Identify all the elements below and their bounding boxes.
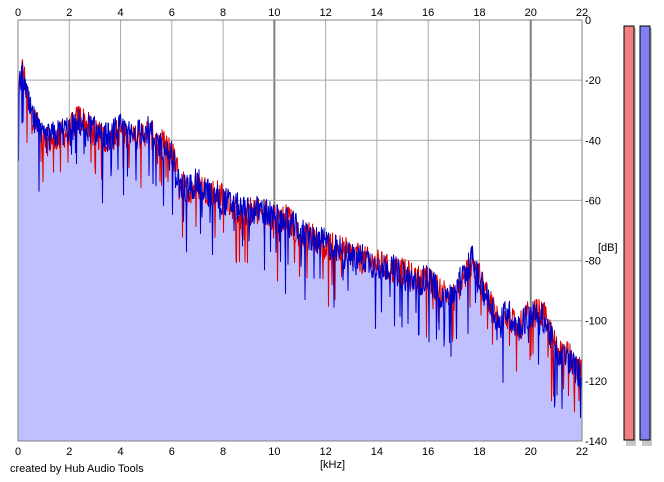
y-tick-label: -60 — [585, 195, 601, 207]
y-tick-label: -100 — [585, 316, 607, 328]
x-tick-label-top: 0 — [15, 7, 21, 19]
x-tick-label-bottom: 2 — [66, 446, 72, 458]
y-tick-label: -140 — [585, 436, 607, 448]
series-lines — [17, 59, 583, 419]
y-axis-label: [dB] — [598, 242, 618, 254]
x-tick-label-top: 16 — [422, 7, 434, 19]
y-tick-label: -40 — [585, 135, 601, 147]
x-tick-label-bottom: 10 — [268, 446, 280, 458]
credit-text: created by Hub Audio Tools — [10, 463, 144, 475]
x-tick-label-top: 8 — [220, 7, 226, 19]
x-tick-label-bottom: 8 — [220, 446, 226, 458]
x-tick-label-bottom: 12 — [320, 446, 332, 458]
level-meter-bar — [639, 25, 651, 441]
x-tick-label-bottom: 0 — [15, 446, 21, 458]
x-tick-label-bottom: 16 — [422, 446, 434, 458]
level-meters — [623, 25, 652, 446]
x-tick-label-bottom: 14 — [371, 446, 383, 458]
x-tick-label-bottom: 18 — [473, 446, 485, 458]
x-tick-label-top: 2 — [66, 7, 72, 19]
x-tick-label-top: 14 — [371, 7, 383, 19]
x-tick-label-top: 20 — [525, 7, 537, 19]
x-tick-label-top: 22 — [576, 7, 588, 19]
y-tick-label: 0 — [585, 15, 591, 27]
x-tick-label-bottom: 6 — [169, 446, 175, 458]
y-tick-label: -120 — [585, 376, 607, 388]
y-tick-label: -20 — [585, 75, 601, 87]
x-tick-label-top: 4 — [117, 7, 123, 19]
level-meter-bar — [623, 25, 635, 441]
x-tick-label-top: 10 — [268, 7, 280, 19]
plot-frame — [17, 19, 583, 442]
series-line-2 — [17, 62, 583, 419]
y-tick-label: -80 — [585, 256, 601, 268]
x-tick-label-bottom: 20 — [525, 446, 537, 458]
x-tick-label-bottom: 22 — [576, 446, 588, 458]
tick-labels: 002244668810101212141416161818202022220-… — [15, 7, 607, 458]
x-tick-label-top: 12 — [320, 7, 332, 19]
x-axis-label: [kHz] — [320, 459, 345, 471]
x-tick-label-bottom: 4 — [117, 446, 123, 458]
x-tick-label-top: 6 — [169, 7, 175, 19]
x-tick-label-top: 18 — [473, 7, 485, 19]
